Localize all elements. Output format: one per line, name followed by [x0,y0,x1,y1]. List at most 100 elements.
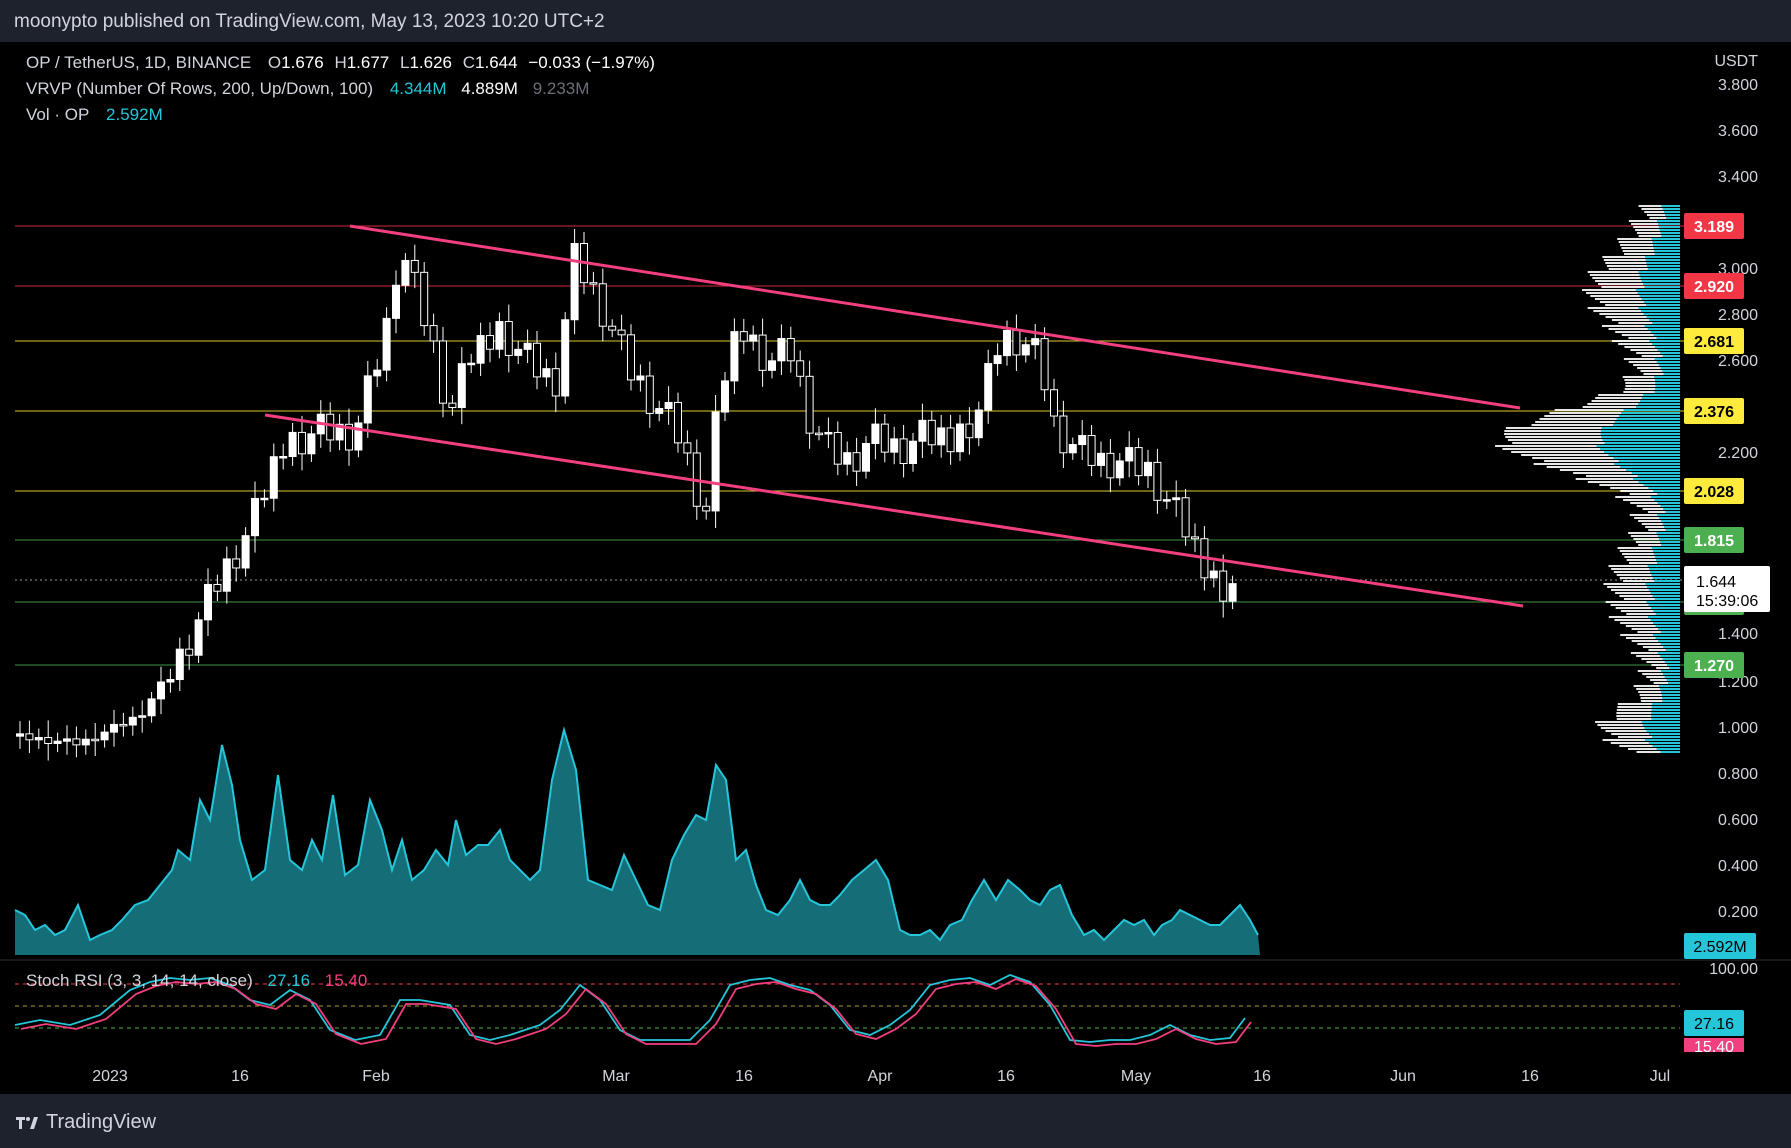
profile-bar-up [1659,685,1680,687]
profile-bar-up [1654,556,1680,558]
profile-bar-down [1619,595,1653,597]
candle-body [899,438,908,464]
profile-bar-down [1615,592,1651,594]
level-tag [1684,273,1744,299]
profile-bar-down [1512,442,1605,444]
profile-bar-up [1651,709,1680,711]
profile-bar-up [1665,529,1680,531]
candle-body [655,408,664,414]
candle-body [523,342,532,350]
legend-change: −0.033 (−1.97%) [528,53,655,72]
profile-bar-down [1641,355,1663,357]
profile-bar-up [1651,712,1680,714]
profile-bar-down [1628,220,1657,222]
profile-bar-down [1611,589,1649,591]
profile-bar-up [1660,352,1680,354]
legend-vrvp-total: 9.233M [532,79,590,98]
profile-bar-down [1625,385,1656,387]
profile-bar-down [1620,490,1654,492]
profile-bar-up [1625,469,1680,471]
legend-vrvp-up: 4.344M [389,79,447,98]
profile-bar-up [1661,544,1680,546]
time-tick-label: 16 [1521,1068,1539,1085]
candle-body [1021,344,1030,356]
candle-body [627,334,635,381]
profile-bar-up [1662,355,1680,357]
profile-bar-up [1661,520,1680,522]
profile-bar-up [1663,646,1680,648]
profile-bar-up [1666,217,1680,219]
profile-bar-up [1641,298,1680,300]
candle-body [927,419,936,446]
candle-body [711,411,720,512]
legend-stoch-rsi: Stoch RSI (3, 3, 14, 14, close) 27.16 15… [26,971,373,991]
legend-high-label: H [334,53,347,72]
profile-bar-up [1651,607,1680,609]
profile-bar-down [1539,418,1617,420]
profile-bar-up [1656,361,1680,363]
profile-bar-up [1643,283,1680,285]
profile-bar-down [1587,307,1639,309]
candle-body [476,335,485,364]
profile-bar-up [1648,742,1680,744]
profile-bar-up [1662,673,1680,675]
tradingview-logo-icon [16,1116,38,1129]
price-tick-label: 3.400 [1718,169,1758,186]
profile-bar-down [1631,223,1658,225]
profile-bar-up [1641,280,1680,282]
candle-body [542,368,551,378]
time-tick-label: 16 [735,1068,753,1085]
profile-bar-down [1629,562,1658,564]
profile-bar-up [1649,340,1680,342]
profile-bar-up [1652,736,1680,738]
candle-body [232,558,241,569]
profile-bar-down [1616,574,1652,576]
candlesticks [16,228,1237,761]
tradingview-logo[interactable]: TradingView [16,1111,156,1134]
candle-body [288,431,297,458]
profile-bar-up [1643,313,1680,315]
profile-bar-down [1549,412,1622,414]
level-tag [1684,398,1744,424]
profile-bar-up [1652,550,1680,552]
candle-body [636,375,645,381]
level-tag-label: 3.189 [1694,219,1734,236]
profile-bar-down [1621,247,1654,249]
candle-body [457,363,466,409]
profile-bar-up [1596,445,1680,447]
candle-body [279,456,288,459]
profile-bar-down [1603,583,1646,585]
candle-body [382,317,391,371]
price-tick-label: 0.800 [1718,766,1758,783]
legend-vol-value: 2.592M [106,105,163,124]
profile-bar-up [1663,373,1680,375]
profile-bar-up [1614,421,1680,423]
profile-bar-down [1636,655,1661,657]
chart-canvas[interactable]: USDT3.8003.6003.4003.0002.8002.6002.2001… [0,42,1791,1094]
profile-bar-up [1661,235,1680,237]
candle-body [448,402,457,409]
profile-bar-up [1653,622,1680,624]
candle-body [1003,329,1011,357]
profile-bar-down [1649,217,1667,219]
profile-bar-up [1656,220,1680,222]
profile-bar-up [1600,430,1680,432]
profile-bar-up [1638,481,1680,483]
profile-bar-up [1652,241,1680,243]
profile-bar-up [1650,619,1680,621]
profile-bar-up [1653,334,1680,336]
profile-bar-up [1639,295,1680,297]
profile-bar-down [1637,643,1661,645]
profile-bar-up [1662,697,1680,699]
volume-profile [1495,205,1680,753]
trend-channel [264,224,1524,608]
candle-body [326,413,335,441]
profile-bar-up [1660,232,1680,234]
profile-bar-up [1650,496,1680,498]
candle-body [1012,329,1021,356]
stoch-axis-100: 100.00 [1709,961,1758,978]
profile-bar-down [1608,268,1648,270]
candle-body [373,369,382,377]
profile-bar-up [1637,475,1680,477]
profile-bar-up [1648,568,1680,570]
